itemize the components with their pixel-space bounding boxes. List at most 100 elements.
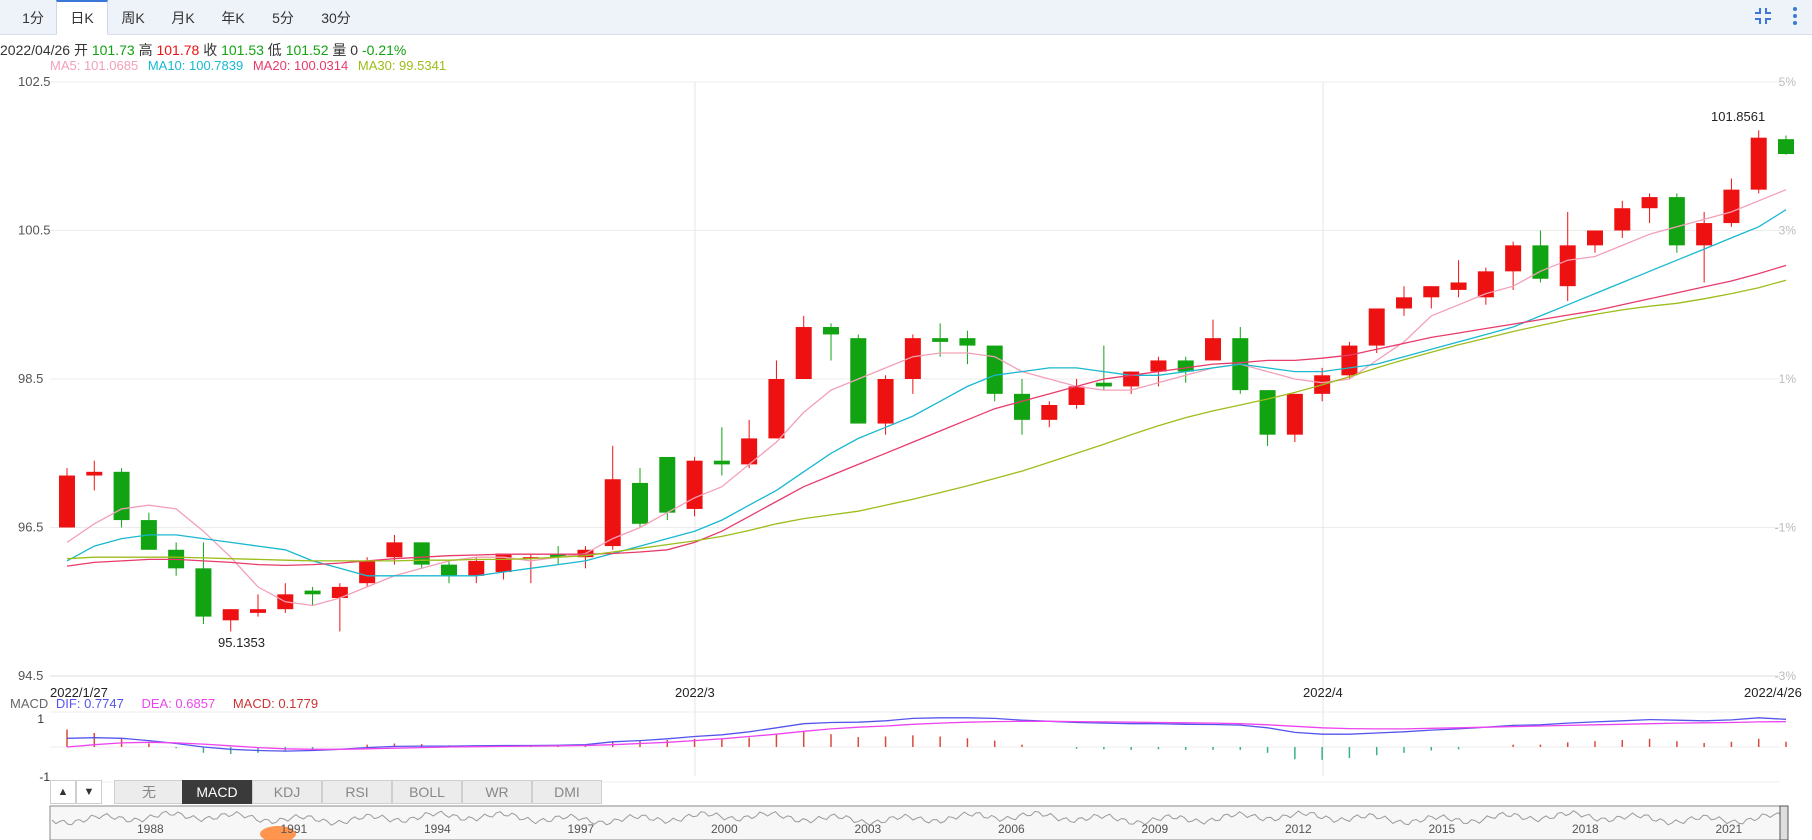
macd-title: MACD (10, 696, 49, 711)
candle-body (1150, 360, 1167, 372)
candle-body (1368, 308, 1385, 346)
candle-body (1259, 390, 1276, 435)
ma-legend: MA5: 101.0685 MA10: 100.7839 MA20: 100.0… (50, 58, 452, 73)
candle-body (877, 379, 894, 424)
min-annotation: 95.1353 (218, 635, 265, 650)
max-annotation: 101.8561 (1711, 109, 1765, 124)
candle-body (1668, 197, 1685, 246)
x-label: 2022/4 (1303, 685, 1343, 700)
pct-tick-label: -3% (1775, 669, 1797, 683)
y-tick-label: 94.5 (18, 668, 43, 683)
ma5-line (66, 189, 1787, 607)
candle-body (1723, 189, 1740, 224)
navigator-line (51, 810, 1783, 827)
navigator-marker (260, 826, 296, 840)
candle-body (441, 564, 457, 576)
candle-body (550, 553, 567, 558)
tab-5min[interactable]: 5分 (272, 10, 294, 26)
candle-body (304, 590, 321, 595)
navigator-year-label: 2015 (1429, 822, 1456, 836)
y-tick-label: 102.5 (18, 74, 51, 89)
change-percent: -0.21% (361, 42, 407, 58)
ma10-line (66, 209, 1787, 577)
candle-body (1559, 245, 1576, 287)
candle-body (604, 479, 621, 547)
candle-body (904, 338, 921, 379)
candle-body (86, 471, 103, 476)
info-date: 2022/04/26 (0, 42, 71, 58)
indicator-rsi-button[interactable]: RSI (322, 780, 392, 804)
tab-monthly-k[interactable]: 月K (171, 10, 195, 26)
indicator-boll-button[interactable]: BOLL (392, 780, 462, 804)
candle-body (1014, 393, 1030, 420)
candle-body (659, 456, 676, 513)
tab-yearly-k[interactable]: 年K (221, 10, 245, 26)
indicator-macd-button[interactable]: MACD (182, 780, 252, 804)
high-label: 高 (138, 42, 153, 58)
navigator-year-label: 1997 (568, 822, 595, 836)
high-value: 101.78 (156, 42, 200, 58)
macd-y-tick: 1 (37, 712, 44, 726)
candle-body (932, 338, 949, 342)
candle-body (1205, 338, 1221, 361)
navigator-year-label: 2021 (1716, 822, 1743, 836)
navigator-year-label: 1991 (281, 822, 308, 836)
navigator-year-label: 2006 (998, 822, 1025, 836)
scroll-down-button[interactable]: ▼ (76, 780, 102, 804)
volume-label: 量 (332, 42, 347, 58)
close-label: 收 (203, 42, 218, 58)
pct-tick-label: 5% (1779, 75, 1797, 89)
candle-body (1587, 230, 1603, 246)
indicator-kdj-button[interactable]: KDJ (252, 780, 322, 804)
dif-line (66, 717, 1787, 752)
ohlc-info-line: 2022/04/26 开 101.73 高 101.78 收 101.53 低 … (0, 40, 406, 60)
x-label: 2022/3 (675, 685, 715, 700)
period-tab-bar: 1分 日K 周K 月K 年K 5分 30分 (0, 0, 1812, 35)
navigator-year-label: 1988 (137, 822, 164, 836)
candle-body (359, 560, 376, 584)
macd-legend: MACD DIF: 0.7747 DEA: 0.6857 MACD: 0.177… (10, 696, 332, 711)
ma20-line (66, 264, 1787, 567)
low-value: 101.52 (285, 42, 329, 58)
close-value: 101.53 (221, 42, 264, 58)
candle-body (413, 542, 430, 565)
candle-body (632, 482, 648, 524)
indicator-none-button[interactable]: 无 (114, 780, 184, 804)
collapse-icon[interactable] (1752, 5, 1774, 27)
candle-body (1532, 245, 1549, 279)
indicator-wr-button[interactable]: WR (462, 780, 532, 804)
tab-1min[interactable]: 1分 (22, 10, 44, 26)
ma20-legend: MA20: 100.0314 (252, 58, 349, 73)
candle-body (795, 327, 812, 379)
ma30-legend: MA30: 99.5341 (357, 58, 447, 73)
open-label: 开 (73, 42, 88, 58)
dif-legend: DIF: 0.7747 (55, 696, 124, 711)
ma30-line (66, 279, 1787, 562)
candle-body (768, 379, 785, 439)
macd-value-legend: MACD: 0.1779 (232, 696, 319, 711)
candle-body (1505, 245, 1522, 272)
candle-body (468, 560, 485, 576)
low-label: 低 (267, 42, 282, 58)
candle-body (741, 438, 758, 465)
indicator-dmi-button[interactable]: DMI (532, 780, 602, 804)
candle-body (850, 338, 867, 424)
candle-body (713, 460, 730, 465)
navigator-year-label: 2012 (1285, 822, 1312, 836)
candle-body (1396, 297, 1412, 309)
candle-body (1477, 271, 1494, 298)
y-tick-label: 98.5 (18, 371, 43, 386)
tab-daily-k[interactable]: 日K (56, 0, 108, 35)
navigator-year-label: 2009 (1142, 822, 1169, 836)
pct-tick-label: 3% (1779, 224, 1797, 238)
more-options-icon[interactable] (1784, 5, 1806, 27)
tab-30min[interactable]: 30分 (321, 10, 351, 26)
navigator-year-label: 2003 (855, 822, 882, 836)
pct-tick-label: 1% (1779, 372, 1797, 386)
scroll-up-button[interactable]: ▲ (50, 780, 76, 804)
candle-body (1450, 282, 1467, 290)
navigator-handle (1779, 805, 1789, 840)
tab-weekly-k[interactable]: 周K (121, 10, 145, 26)
navigator-frame (49, 805, 1789, 840)
candle-body (1286, 393, 1303, 435)
